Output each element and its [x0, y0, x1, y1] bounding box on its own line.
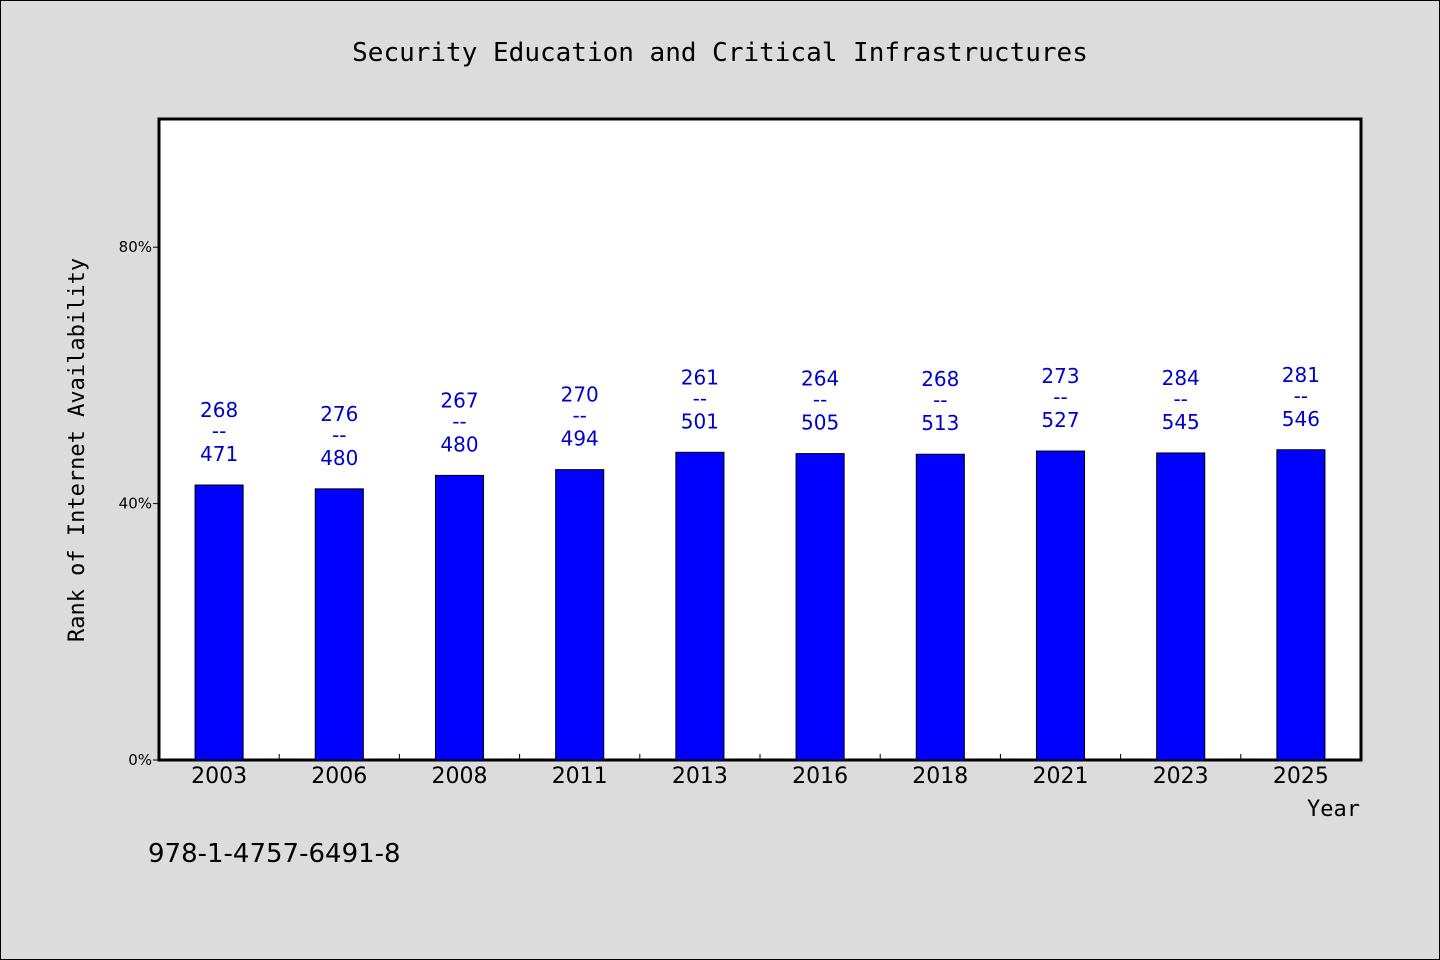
- x-axis: 2003 2006 2008 2011 2013 2016 2018 2021 2023 2025: [191, 754, 1329, 789]
- data-label-sep-2023: --: [1173, 387, 1187, 411]
- x-tick-label-2011: 2011: [552, 764, 608, 789]
- data-label-top-2023: 284: [1162, 366, 1200, 390]
- bar-2006: [314, 488, 364, 761]
- data-label-sep-2003: --: [212, 419, 226, 443]
- data-label-bottom-2025: 546: [1282, 407, 1320, 431]
- data-label-sep-2016: --: [813, 388, 827, 412]
- data-label-top-2008: 267: [440, 388, 478, 412]
- data-label-bottom-2023: 545: [1162, 410, 1200, 434]
- data-label-bottom-2006: 480: [320, 446, 358, 470]
- data-label-bottom-2018: 513: [921, 411, 959, 435]
- data-label-top-2011: 270: [561, 383, 599, 407]
- data-label-top-2006: 276: [320, 402, 358, 426]
- x-tick-label-2006: 2006: [311, 764, 367, 789]
- isbn-text: 978-1-4757-6491-8: [148, 839, 401, 869]
- chart-title: Security Education and Critical Infrastr…: [352, 38, 1088, 68]
- x-tick-label-2021: 2021: [1033, 764, 1089, 789]
- data-label-top-2016: 264: [801, 367, 839, 391]
- x-tick-label-2023: 2023: [1153, 764, 1209, 789]
- y-tick-label-1: 40%: [119, 495, 152, 513]
- data-label-bottom-2021: 527: [1041, 408, 1079, 432]
- data-label-sep-2025: --: [1294, 384, 1308, 408]
- y-axis-title: Rank of Internet Availability: [65, 258, 90, 642]
- y-axis: 0% 40% 80%: [119, 238, 159, 769]
- data-label-bottom-2011: 494: [561, 427, 599, 451]
- x-tick-label-2016: 2016: [792, 764, 848, 789]
- y-tick-label-2: 80%: [119, 238, 152, 256]
- bar-2018: [915, 453, 965, 761]
- bar-2013: [675, 451, 725, 761]
- data-label-bottom-2013: 501: [681, 409, 719, 433]
- data-label-top-2018: 268: [921, 367, 959, 391]
- bar-2021: [1035, 450, 1086, 761]
- bar-2025: [1276, 449, 1326, 761]
- data-labels-layer: 268--471276--480267--480270--494261--501…: [200, 363, 1320, 470]
- data-label-sep-2008: --: [452, 409, 466, 433]
- data-label-bottom-2016: 505: [801, 411, 839, 435]
- bar-2016: [795, 453, 845, 761]
- bar-2003: [194, 484, 244, 761]
- x-tick-label-2008: 2008: [432, 764, 488, 789]
- bar-2008: [434, 474, 485, 761]
- bar-2011: [555, 469, 605, 761]
- x-tick-label-2013: 2013: [672, 764, 728, 789]
- data-label-top-2003: 268: [200, 398, 238, 422]
- bars-layer: [194, 449, 1326, 761]
- data-label-top-2013: 261: [681, 365, 719, 389]
- data-label-bottom-2003: 471: [200, 442, 238, 466]
- data-label-bottom-2008: 480: [440, 432, 478, 456]
- data-label-sep-2018: --: [933, 388, 947, 412]
- x-axis-title: Year: [1307, 797, 1360, 822]
- x-tick-label-2018: 2018: [912, 764, 968, 789]
- data-label-sep-2006: --: [332, 423, 346, 447]
- x-tick-label-2025: 2025: [1273, 764, 1329, 789]
- data-label-sep-2021: --: [1053, 385, 1067, 409]
- x-tick-label-2003: 2003: [191, 764, 247, 789]
- data-label-top-2021: 273: [1041, 364, 1079, 388]
- data-label-sep-2013: --: [693, 386, 707, 410]
- data-label-top-2025: 281: [1282, 363, 1320, 387]
- y-tick-label-0: 0%: [128, 751, 152, 769]
- data-label-sep-2011: --: [572, 404, 586, 428]
- bar-2023: [1156, 452, 1206, 761]
